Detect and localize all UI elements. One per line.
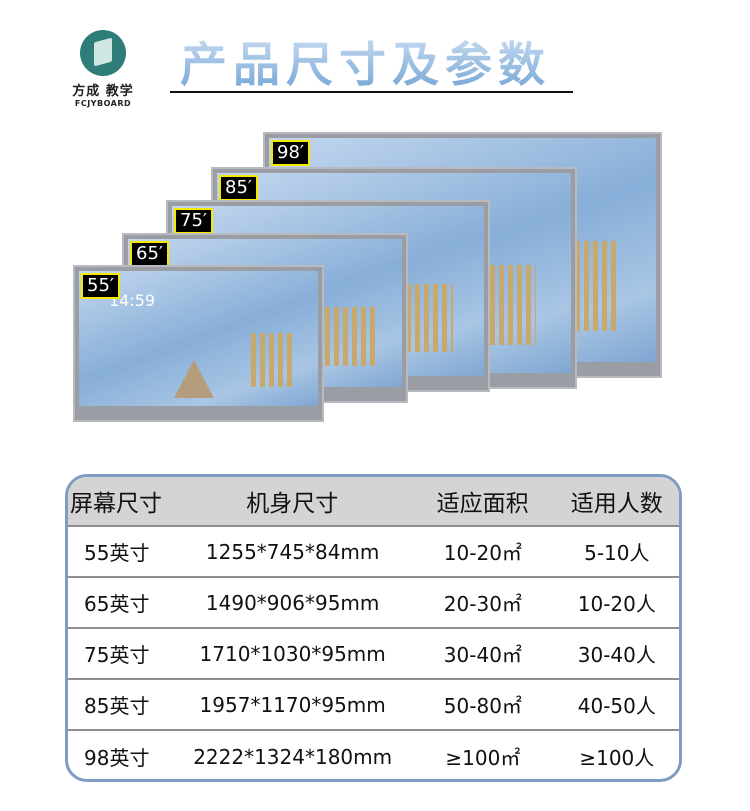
table-row: 65英寸 1490*906*95mm 20-30㎡ 10-20人 — [68, 578, 679, 629]
cell: 30-40人 — [577, 643, 656, 667]
cell: 5-10人 — [584, 541, 650, 565]
brand-name-en: FCJYBOARD — [74, 99, 132, 108]
cell: 1255*745*84mm — [205, 539, 380, 564]
cell: ≥100㎡ — [445, 746, 521, 770]
table-row: 75英寸 1710*1030*95mm 30-40㎡ 30-40人 — [68, 629, 679, 680]
cell: 1490*906*95mm — [205, 590, 380, 615]
screen-55: 14:59 55′ — [73, 265, 324, 422]
spec-table: 屏幕尺寸 机身尺寸 适应面积 适用人数 55英寸 1255*745*84mm 10-… — [65, 474, 682, 782]
table-header: 屏幕尺寸 机身尺寸 适应面积 适用人数 — [68, 477, 679, 527]
cell: 65英寸 — [84, 592, 150, 616]
page-title: 产品尺寸及参数 — [180, 26, 551, 95]
header-cell: 适用人数 — [570, 491, 663, 517]
cell: 55英寸 — [84, 541, 150, 565]
header-cell: 屏幕尺寸 — [70, 491, 162, 517]
cell: ≥100人 — [579, 746, 655, 770]
brand-logo: 方成 教学 FCJYBOARD — [68, 30, 138, 108]
size-label: 75′ — [174, 208, 213, 234]
table-row: 85英寸 1957*1170*95mm 50-80㎡ 40-50人 — [68, 680, 679, 731]
size-label: 55′ — [81, 273, 120, 299]
cell: 2222*1324*180mm — [193, 744, 393, 769]
header-cell: 机身尺寸 — [246, 491, 339, 517]
pyramid-graphic — [174, 359, 214, 398]
cell: 20-30㎡ — [443, 592, 522, 616]
cell: 40-50人 — [577, 694, 656, 718]
cell: 1957*1170*95mm — [199, 692, 386, 717]
cell: 50-80㎡ — [443, 694, 522, 718]
brand-name-cn: 方成 教学 — [72, 84, 134, 99]
logo-icon — [80, 30, 126, 76]
cell: 10-20㎡ — [443, 541, 522, 565]
size-label: 85′ — [219, 175, 258, 201]
size-label: 98′ — [271, 140, 310, 166]
title-divider — [170, 91, 573, 93]
clock: 14:59 — [109, 291, 156, 310]
cell: 85英寸 — [84, 694, 150, 718]
table-row: 55英寸 1255*745*84mm 10-20㎡ 5-10人 — [68, 527, 679, 578]
size-label: 65′ — [130, 241, 169, 267]
cell: 1710*1030*95mm — [199, 641, 386, 666]
header-cell: 适应面积 — [436, 491, 529, 517]
cell: 10-20人 — [577, 592, 656, 616]
table-row: 98英寸 2222*1324*180mm ≥100㎡ ≥100人 — [68, 731, 679, 779]
cell: 30-40㎡ — [443, 643, 522, 667]
cell: 75英寸 — [84, 643, 150, 667]
cell: 98英寸 — [84, 746, 150, 770]
